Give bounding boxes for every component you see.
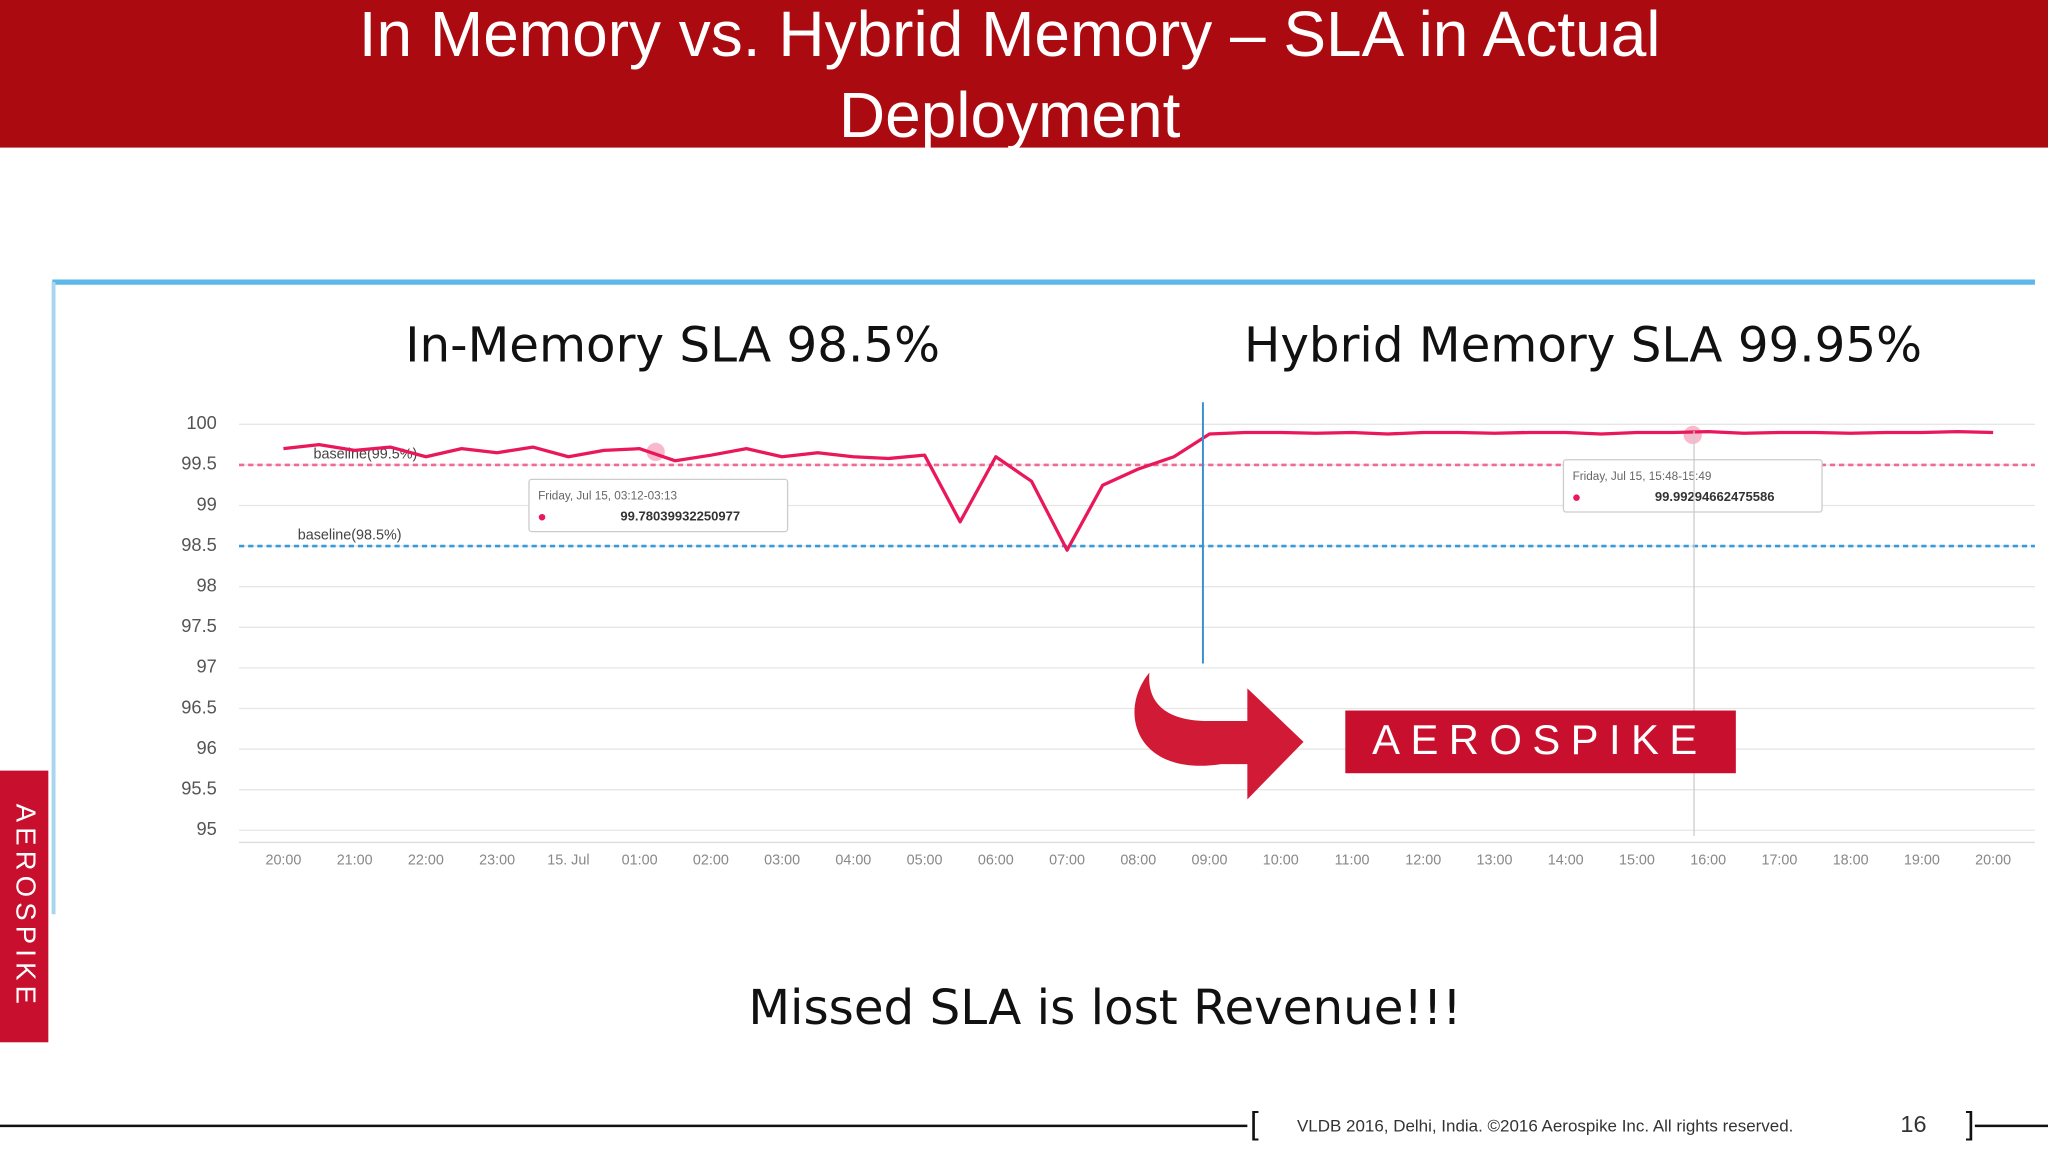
x-tick-label: 07:00	[1049, 853, 1085, 869]
plot: 95 95.5 96 96.5 97 97.5 98 98.5 99 99.5 100 20:00 21…	[181, 412, 2035, 869]
y-tick-label: 96	[196, 737, 216, 758]
x-tick-label: 18:00	[1833, 853, 1869, 869]
x-tick-label: 02:00	[693, 853, 729, 869]
x-tick-label: 19:00	[1904, 853, 1940, 869]
reference-label: baseline(99.5%)	[313, 446, 417, 462]
x-tick-label: 03:00	[764, 853, 800, 869]
x-tick-label: 14:00	[1548, 853, 1584, 869]
slide-title: In Memory vs. Hybrid Memory – SLA in Act…	[359, 0, 1661, 70]
x-tick-label: 08:00	[1120, 853, 1156, 869]
y-tick-label: 100	[186, 412, 216, 433]
x-tick-label: 09:00	[1192, 853, 1228, 869]
tooltip-box	[1562, 459, 1823, 513]
slide-title: Deployment	[839, 79, 1181, 151]
y-tick-label: 98.5	[181, 534, 217, 555]
x-tick-label: 12:00	[1405, 853, 1441, 869]
aerospike-logo: AEROSPIKE	[1134, 672, 1736, 800]
tooltip-dot	[1573, 494, 1580, 501]
panel-heading: In-Memory SLA 98.5%	[405, 318, 940, 374]
x-tick-label: 15. Jul	[547, 853, 589, 869]
x-tick-label: 21:00	[337, 853, 373, 869]
y-tick-label: 95.5	[181, 778, 217, 799]
footer-bracket: [	[1250, 1106, 1259, 1141]
x-tick-label: 20:00	[1975, 853, 2011, 869]
x-tick-label: 23:00	[479, 853, 515, 869]
x-tick-label: 01:00	[622, 853, 658, 869]
logo-arrow	[1134, 672, 1304, 800]
hover-point	[646, 442, 665, 462]
page-number: 16	[1900, 1111, 1926, 1137]
logo-box	[1345, 710, 1736, 774]
side-logo	[0, 770, 49, 1043]
y-tick-label: 98	[196, 575, 216, 596]
side-logo-text: AEROSPIKE	[10, 804, 41, 1009]
y-tick-label: 97	[196, 656, 216, 677]
logo-text: AEROSPIKE	[1372, 716, 1708, 763]
x-tick-label: 13:00	[1477, 853, 1513, 869]
tooltip-box	[528, 478, 789, 533]
x-tick-label: 10:00	[1263, 853, 1299, 869]
y-tick-label: 99	[196, 493, 216, 514]
tooltip-title: Friday, Jul 15, 03:12-03:13	[538, 489, 677, 502]
y-tick-label: 95	[196, 818, 216, 839]
title-bar	[0, 0, 2048, 148]
x-tick-label: 17:00	[1761, 853, 1797, 869]
reference-label: baseline(98.5%)	[298, 527, 402, 543]
tooltip-title: Friday, Jul 15, 15:48-15:49	[1573, 470, 1712, 483]
x-tick-label: 05:00	[907, 853, 943, 869]
x-tick-label: 20:00	[265, 853, 301, 869]
x-tick-label: 15:00	[1619, 853, 1655, 869]
panel-heading: Hybrid Memory SLA 99.95%	[1244, 318, 1922, 374]
x-tick-label: 04:00	[835, 853, 871, 869]
tooltip-value: 99.78039932250977	[620, 509, 740, 524]
x-tick-label: 16:00	[1690, 853, 1726, 869]
footer-text: VLDB 2016, Delhi, India. ©2016 Aerospike…	[1297, 1117, 1793, 1136]
x-tick-label: 11:00	[1335, 853, 1370, 869]
data-line	[283, 430, 1994, 552]
y-tick-label: 99.5	[181, 453, 217, 474]
tooltip-value: 99.99294662475586	[1655, 489, 1775, 504]
x-tick-label: 22:00	[408, 853, 444, 869]
y-tick-label: 97.5	[181, 615, 217, 636]
y-tick-label: 96.5	[181, 696, 217, 717]
tooltip-dot	[538, 513, 546, 521]
footer-bracket: ]	[1966, 1106, 1975, 1141]
caption: Missed SLA is lost Revenue!!!	[748, 980, 1461, 1036]
x-tick-label: 06:00	[978, 853, 1014, 869]
hover-point	[1683, 425, 1702, 445]
